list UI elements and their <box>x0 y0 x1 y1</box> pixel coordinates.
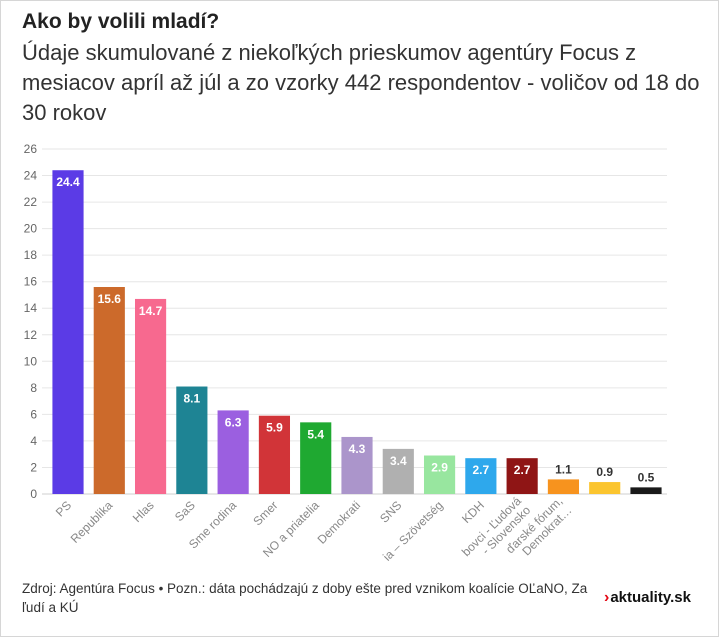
bar <box>217 410 249 494</box>
logo-text: aktuality.sk <box>610 589 691 606</box>
bar <box>300 422 332 494</box>
y-tick-label: 12 <box>24 328 38 342</box>
y-tick-label: 14 <box>24 301 38 315</box>
x-tick-label-line: SaS <box>172 498 198 524</box>
data-label: 0.9 <box>596 465 613 479</box>
chart-subtitle: Údaje skumulované z niekoľkých prieskumo… <box>22 40 700 125</box>
chart-title: Ako by volili mladí? <box>22 10 220 33</box>
x-tick-label: SNS <box>377 498 404 525</box>
bar <box>134 298 167 494</box>
y-tick-label: 22 <box>24 195 38 209</box>
data-label: 1.1 <box>555 462 572 476</box>
data-label: 2.9 <box>431 461 448 475</box>
x-tick-label-line: Demokrati <box>315 498 364 547</box>
data-label: 6.3 <box>225 415 242 429</box>
y-tick-label: 0 <box>30 487 37 501</box>
aktuality-logo[interactable]: ›aktuality.sk <box>604 589 691 607</box>
x-tick-label-line: Hlas <box>130 498 157 525</box>
x-tick-label-line: Smer <box>250 498 280 528</box>
y-tick-label: 8 <box>30 381 37 395</box>
bar <box>465 458 497 494</box>
x-tick-label-line: KDH <box>459 498 487 526</box>
bar <box>506 458 538 494</box>
x-tick-label-line: SNS <box>377 498 404 525</box>
y-tick-label: 2 <box>30 460 37 474</box>
data-label: 4.3 <box>349 442 366 456</box>
x-tick-label: Smer <box>250 498 280 528</box>
x-tick-label: SaS <box>172 498 198 524</box>
data-label: 0.5 <box>638 470 655 484</box>
x-tick-label: Republika <box>68 498 116 546</box>
bar <box>423 455 456 494</box>
data-label: 3.4 <box>390 454 407 468</box>
x-tick-label-line: Republika <box>68 498 116 546</box>
bar <box>341 436 373 494</box>
data-label: 15.6 <box>98 292 122 306</box>
bar <box>630 487 662 494</box>
bar <box>589 482 621 494</box>
y-tick-label: 24 <box>24 169 38 183</box>
y-tick-label: 26 <box>24 142 38 156</box>
data-label: 2.7 <box>514 463 531 477</box>
y-tick-label: 20 <box>24 222 38 236</box>
data-label: 5.9 <box>266 421 283 435</box>
logo-chevron-icon: › <box>604 589 610 606</box>
bar <box>93 287 125 494</box>
data-label: 2.7 <box>473 463 490 477</box>
y-tick-label: 6 <box>30 407 37 421</box>
bar <box>547 479 580 494</box>
data-label: 24.4 <box>56 175 80 189</box>
x-tick-label: Hlas <box>130 498 157 525</box>
y-tick-label: 10 <box>24 354 38 368</box>
source-note: Zdroj: Agentúra Focus • Pozn.: dáta poch… <box>22 581 588 615</box>
bar <box>258 415 291 494</box>
x-tick-label: KDH <box>459 498 487 526</box>
bar <box>382 448 414 494</box>
data-label: 8.1 <box>184 392 201 406</box>
y-tick-label: 16 <box>24 275 38 289</box>
bar <box>52 170 84 494</box>
x-tick-label: Demokrati <box>315 498 364 547</box>
y-tick-label: 18 <box>24 248 38 262</box>
bar <box>176 386 208 494</box>
data-label: 14.7 <box>139 304 163 318</box>
data-label: 5.4 <box>307 427 324 441</box>
x-tick-label: PS <box>53 498 74 519</box>
y-tick-label: 4 <box>30 434 37 448</box>
x-tick-label-line: PS <box>53 498 74 519</box>
